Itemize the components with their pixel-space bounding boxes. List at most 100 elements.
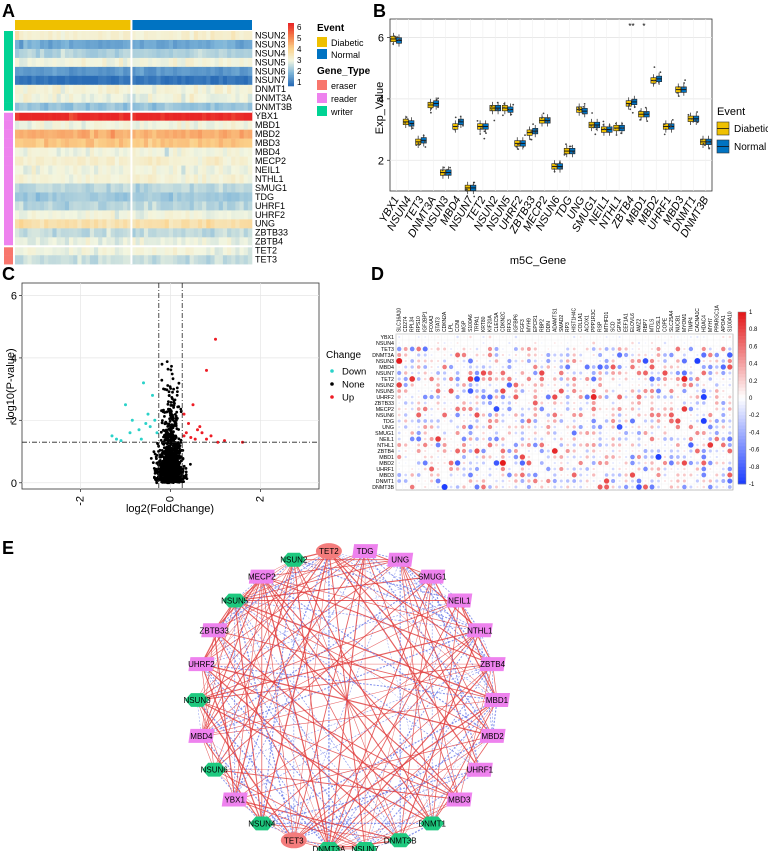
- point-none: [167, 477, 171, 480]
- heatmap-cell: [114, 147, 120, 157]
- heatmap-cell: [143, 255, 149, 265]
- heatmap-cell: [114, 201, 120, 211]
- network-edge: [431, 576, 460, 601]
- heatmap-cell: [73, 201, 78, 211]
- correlation-dot: [637, 449, 641, 453]
- correlation-dot: [469, 486, 472, 488]
- heatmap-cell: [222, 31, 228, 41]
- heatmap-cell: [64, 255, 70, 265]
- heatmap-cell: [39, 156, 45, 166]
- correlation-dot: [727, 466, 733, 472]
- column-label: LPL: [449, 323, 455, 332]
- correlation-dot: [416, 461, 421, 465]
- point-none: [172, 470, 176, 474]
- heatmap-cell: [52, 165, 57, 175]
- heatmap-cell: [131, 228, 136, 238]
- box-point: [696, 111, 698, 113]
- network-edge: [200, 663, 366, 850]
- correlation-dot: [651, 444, 653, 446]
- row-annotation-reader: [4, 228, 13, 238]
- correlation-dot: [721, 479, 726, 483]
- correlation-dot: [688, 406, 694, 412]
- heatmap-cell: [222, 138, 228, 148]
- heatmap-cell: [139, 183, 145, 193]
- heatmap-cell: [89, 39, 95, 50]
- correlation-dot: [573, 485, 576, 489]
- y-tick-label: 4: [11, 353, 17, 365]
- heatmap-cell: [77, 66, 82, 77]
- scale-bar-segment: [738, 332, 746, 337]
- edge-layer: [196, 550, 498, 850]
- correlation-dot: [611, 473, 615, 477]
- correlation-dot: [502, 336, 504, 338]
- box-point: [443, 166, 445, 169]
- heatmap-cell: [135, 255, 141, 265]
- heatmap-cell: [81, 228, 86, 238]
- correlation-dot: [404, 486, 407, 488]
- heatmap-cell: [102, 138, 107, 148]
- heatmap-cell: [118, 84, 124, 94]
- correlation-dot: [416, 407, 421, 411]
- correlation-dot: [565, 479, 570, 483]
- correlation-dot: [618, 431, 621, 435]
- correlation-dot: [450, 408, 453, 410]
- box-point: [496, 101, 499, 104]
- correlation-dot: [526, 376, 532, 382]
- heatmap-cell: [143, 93, 149, 103]
- network-edge: [196, 699, 202, 736]
- box-point: [560, 167, 563, 169]
- heatmap-cell: [69, 201, 74, 211]
- correlation-dot: [585, 443, 590, 447]
- heatmap-cell: [39, 210, 45, 220]
- network-node-reader: [188, 728, 215, 743]
- heatmap-cell: [19, 255, 24, 265]
- network-edge: [196, 550, 330, 701]
- point-down: [130, 418, 134, 422]
- correlation-dot: [702, 383, 706, 387]
- heatmap-cell: [56, 102, 62, 112]
- correlation-dot: [515, 438, 517, 440]
- network-edge: [201, 663, 401, 841]
- correlation-dot: [709, 395, 712, 399]
- heatmap-cell: [56, 129, 62, 139]
- heatmap-cell: [222, 183, 228, 193]
- correlation-dot: [664, 390, 666, 392]
- heatmap-cell: [48, 174, 53, 184]
- heatmap-cell: [60, 111, 66, 121]
- point-none: [161, 419, 164, 422]
- heatmap-cell: [15, 255, 20, 265]
- correlation-dot: [443, 431, 447, 435]
- heatmap-cell: [64, 48, 70, 59]
- heatmap-cell: [160, 156, 165, 166]
- correlation-dot: [611, 353, 615, 357]
- heatmap-row-label: UNG: [255, 219, 275, 229]
- correlation-dot: [528, 396, 530, 398]
- heatmap-cell: [77, 246, 82, 256]
- legend-title: Change: [326, 350, 361, 361]
- heatmap-cell: [231, 120, 236, 130]
- heatmap-cell: [139, 102, 145, 112]
- box-point: [517, 148, 520, 151]
- correlation-dot: [501, 353, 505, 357]
- correlation-dot: [573, 401, 576, 405]
- network-panel: TDGUNGSMUG1NEIL1NTHL1ZBTB4MBD1MBD2UHRF1M…: [183, 543, 510, 851]
- correlation-dot: [566, 485, 570, 489]
- heatmap-cell: [81, 156, 86, 166]
- correlation-dot: [703, 426, 705, 428]
- correlation-dot: [488, 335, 492, 339]
- point-none: [169, 404, 173, 407]
- correlation-dot: [501, 365, 505, 369]
- heatmap-cell: [177, 219, 182, 229]
- heatmap-cell: [173, 75, 178, 86]
- heatmap-cell: [19, 57, 24, 68]
- scale-bar-segment: [288, 78, 294, 81]
- correlation-dot: [442, 443, 447, 447]
- correlation-dot: [457, 480, 459, 482]
- correlation-dot: [565, 377, 570, 381]
- heatmap-cell: [197, 201, 203, 211]
- legend-gene-label: writer: [330, 107, 353, 117]
- correlation-dot: [708, 364, 713, 370]
- column-label: MYOM1: [682, 313, 688, 332]
- correlation-dot: [469, 348, 472, 350]
- heatmap-cell: [123, 156, 128, 166]
